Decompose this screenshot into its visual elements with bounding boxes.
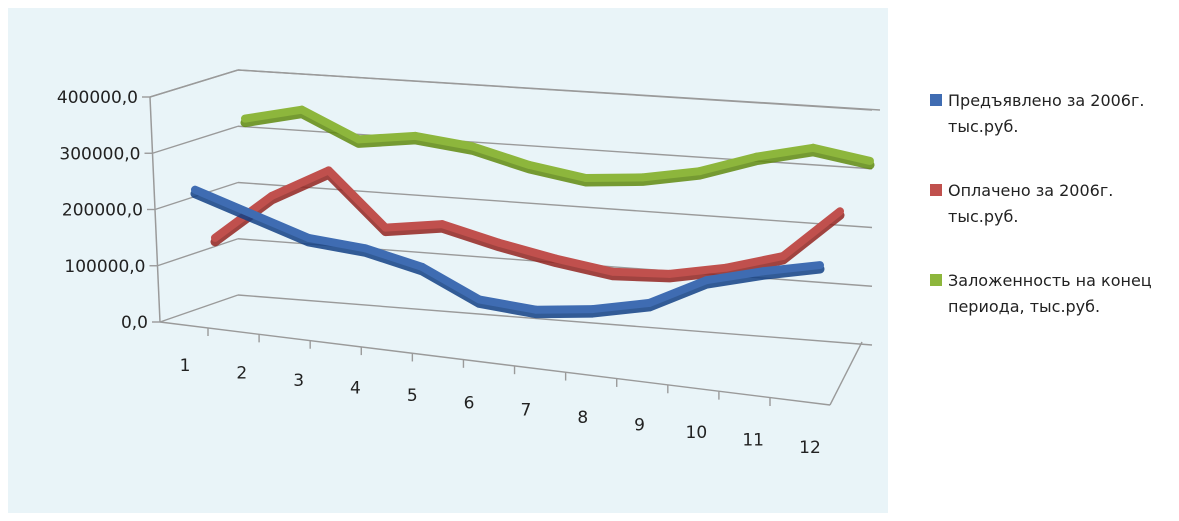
y-axis-ticks: 0,0 100000,0 200000,0 300000,0 400000,0: [57, 88, 148, 333]
series-1-segment-5: [495, 238, 560, 263]
series-1-segment-10: [779, 207, 844, 261]
x-tick-label-9: 10: [686, 423, 708, 443]
legend-swatch-presented: [930, 94, 942, 106]
legend-label-presented: Предъявлено за 2006г. тыс.руб.: [948, 91, 1145, 136]
series-0-segment-3: [361, 244, 427, 271]
series-2-segment-0: [241, 105, 306, 123]
gridline-2: [237, 181, 873, 229]
legend-item-debt: Заложенность на конец периода, тыс.руб.: [930, 268, 1170, 320]
series-layer: [190, 105, 875, 319]
series-0-segment-9: [702, 267, 768, 285]
series-1-segment-4: [438, 220, 504, 247]
legend: Предъявлено за 2006г. тыс.руб. Оплачено …: [930, 88, 1170, 358]
series-1-segment-8: [665, 263, 731, 278]
series-0-segment-5: [475, 295, 540, 314]
series-2-segment-9: [752, 143, 818, 161]
legend-swatch-paid: [930, 184, 942, 196]
series-0-segment-8: [645, 276, 711, 307]
x-tick-label-1: 2: [236, 363, 247, 383]
x-tick-label-8: 9: [634, 416, 645, 436]
series-0: [190, 185, 825, 319]
series-0-segment-6: [531, 305, 597, 314]
y-tick-label-4: 400000,0: [57, 88, 138, 108]
chart-background: [8, 8, 888, 513]
x-tick-label-2: 3: [293, 371, 304, 391]
series-1: [210, 166, 845, 283]
y-tick-label-3: 300000,0: [59, 144, 140, 164]
legend-label-debt: Заложенность на конец периода, тыс.руб.: [948, 271, 1152, 316]
series-0-segment-1: [247, 209, 313, 242]
x-tick-label-11: 12: [799, 438, 821, 458]
series-1-segment-7: [608, 267, 674, 278]
gridline-depth-1: [157, 238, 239, 267]
series-2-segment-10: [809, 143, 874, 165]
legend-label-paid: Оплачено за 2006г. тыс.руб.: [948, 181, 1114, 226]
x-tick-label-10: 11: [742, 431, 764, 451]
y-tick-label-0: 0,0: [121, 313, 148, 333]
series-2-segment-5: [525, 160, 590, 183]
x-tick-label-3: 4: [350, 378, 361, 398]
series-2-segment-3: [411, 131, 477, 151]
gridline-depth-0: [159, 294, 239, 323]
series-2-segment-8: [695, 152, 761, 176]
x-tick-label-4: 5: [407, 386, 418, 406]
gridline-0: [237, 294, 873, 346]
series-0-segment-2: [304, 233, 370, 253]
series-0-segment-7: [588, 298, 654, 314]
x-tick-label-6: 7: [520, 401, 531, 421]
series-1-segment-6: [551, 254, 617, 276]
y-tick-label-2: 200000,0: [62, 201, 143, 221]
series-2-segment-2: [354, 131, 420, 144]
legend-swatch-debt: [930, 274, 942, 286]
gridline-depth-4: [149, 69, 239, 98]
floor-front-edge: [159, 321, 831, 406]
series-2: [240, 105, 875, 187]
series-2-segment-6: [581, 173, 647, 183]
y-tick-label-1: 100000,0: [64, 257, 145, 277]
floor-right-edge: [829, 341, 863, 406]
legend-item-paid: Оплачено за 2006г. тыс.руб.: [930, 178, 1170, 230]
series-2-segment-4: [468, 142, 534, 169]
x-tick-label-0: 1: [180, 356, 191, 376]
series-2-segment-1: [297, 105, 363, 144]
series-1-segment-1: [267, 166, 333, 200]
series-1-segment-3: [381, 220, 447, 232]
series-1-segment-9: [722, 252, 788, 272]
x-tick-label-5: 6: [464, 393, 475, 413]
legend-item-presented: Предъявлено за 2006г. тыс.руб.: [930, 88, 1170, 140]
series-0-segment-0: [191, 185, 256, 218]
series-0-segment-10: [759, 261, 824, 276]
series-0-segment-4: [418, 262, 484, 304]
series-2-segment-7: [638, 167, 704, 182]
series-1-segment-2: [324, 166, 390, 232]
x-tick-label-7: 8: [577, 408, 588, 428]
gridline-4: [237, 69, 873, 111]
x-axis-ticks: 1 2 3 4 5 6 7 8 9 10 11 12: [180, 328, 821, 458]
gridline-depth-3: [152, 125, 239, 154]
